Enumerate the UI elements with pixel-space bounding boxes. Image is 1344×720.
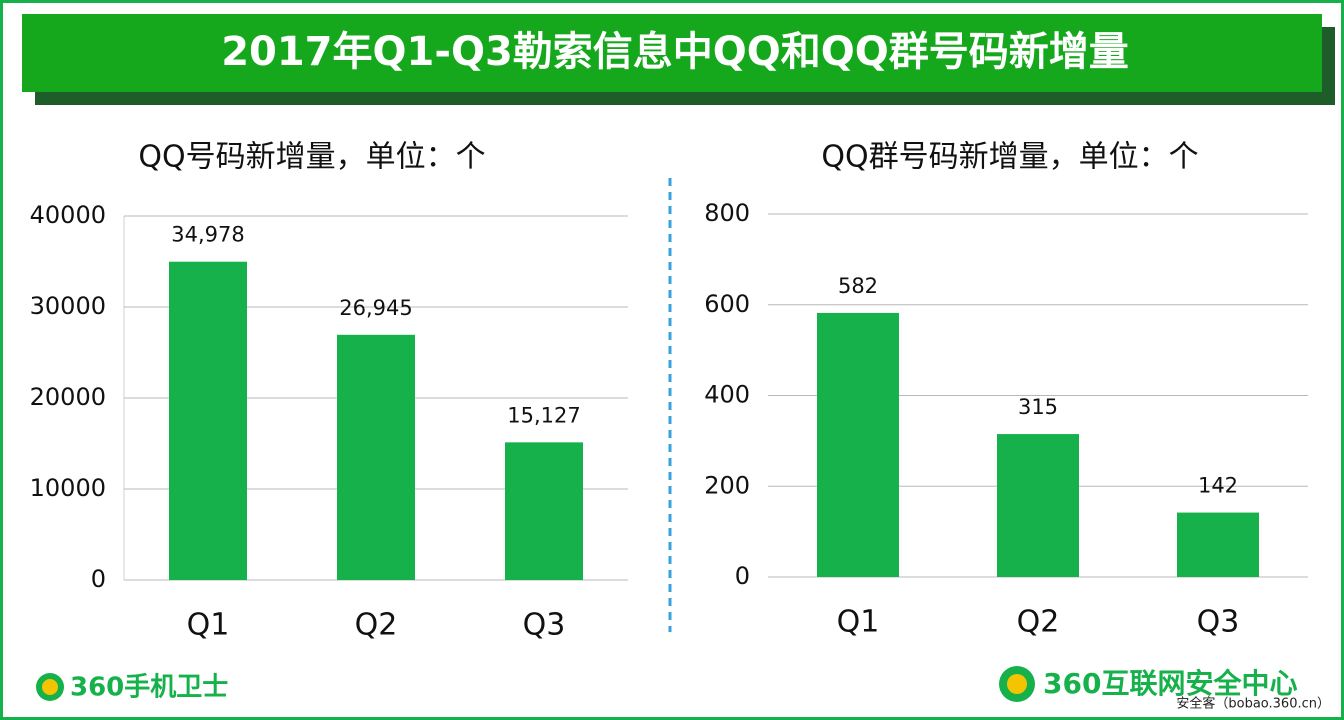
banner	[22, 14, 1322, 92]
y-tick-label: 0	[735, 562, 750, 590]
bar	[997, 434, 1079, 577]
bar	[817, 312, 899, 577]
data-label: 34,978	[171, 223, 244, 247]
y-tick-label: 600	[704, 290, 750, 318]
logo-icon	[42, 679, 58, 695]
y-tick-label: 10000	[30, 474, 106, 502]
data-label: 582	[838, 274, 878, 298]
source-text: 安全客（bobao.360.cn）	[1176, 696, 1330, 712]
data-label: 15,127	[507, 403, 580, 427]
bar	[337, 334, 415, 580]
x-tick-label: Q2	[355, 608, 398, 643]
y-tick-label: 200	[704, 471, 750, 499]
logo-text: 360互联网安全中心	[1043, 667, 1297, 700]
chart-title: QQ号码新增量，单位：个	[138, 140, 485, 175]
chart-title: QQ群号码新增量，单位：个	[821, 140, 1198, 175]
bar	[505, 442, 583, 580]
y-tick-label: 0	[91, 565, 106, 593]
x-tick-label: Q1	[837, 605, 880, 640]
bar	[169, 261, 247, 580]
x-tick-label: Q1	[187, 608, 230, 643]
data-label: 26,945	[339, 296, 412, 320]
y-tick-label: 400	[704, 381, 750, 409]
x-tick-label: Q3	[1197, 605, 1240, 640]
y-tick-label: 20000	[30, 383, 106, 411]
right-logo: 360互联网安全中心 安全客（bobao.360.cn）	[999, 666, 1330, 712]
x-tick-label: Q3	[523, 608, 566, 643]
y-tick-label: 40000	[30, 201, 106, 229]
y-tick-label: 800	[704, 199, 750, 227]
left-logo: 360手机卫士	[36, 673, 228, 703]
data-label: 315	[1018, 395, 1058, 419]
y-tick-label: 30000	[30, 292, 106, 320]
logo-text: 360手机卫士	[70, 673, 228, 703]
data-label: 142	[1198, 474, 1238, 498]
page-title: 2017年Q1-Q3勒索信息中QQ和QQ群号码新增量	[221, 29, 1129, 75]
bar	[1177, 512, 1259, 577]
logo-icon	[1007, 674, 1027, 694]
x-tick-label: Q2	[1017, 605, 1060, 640]
